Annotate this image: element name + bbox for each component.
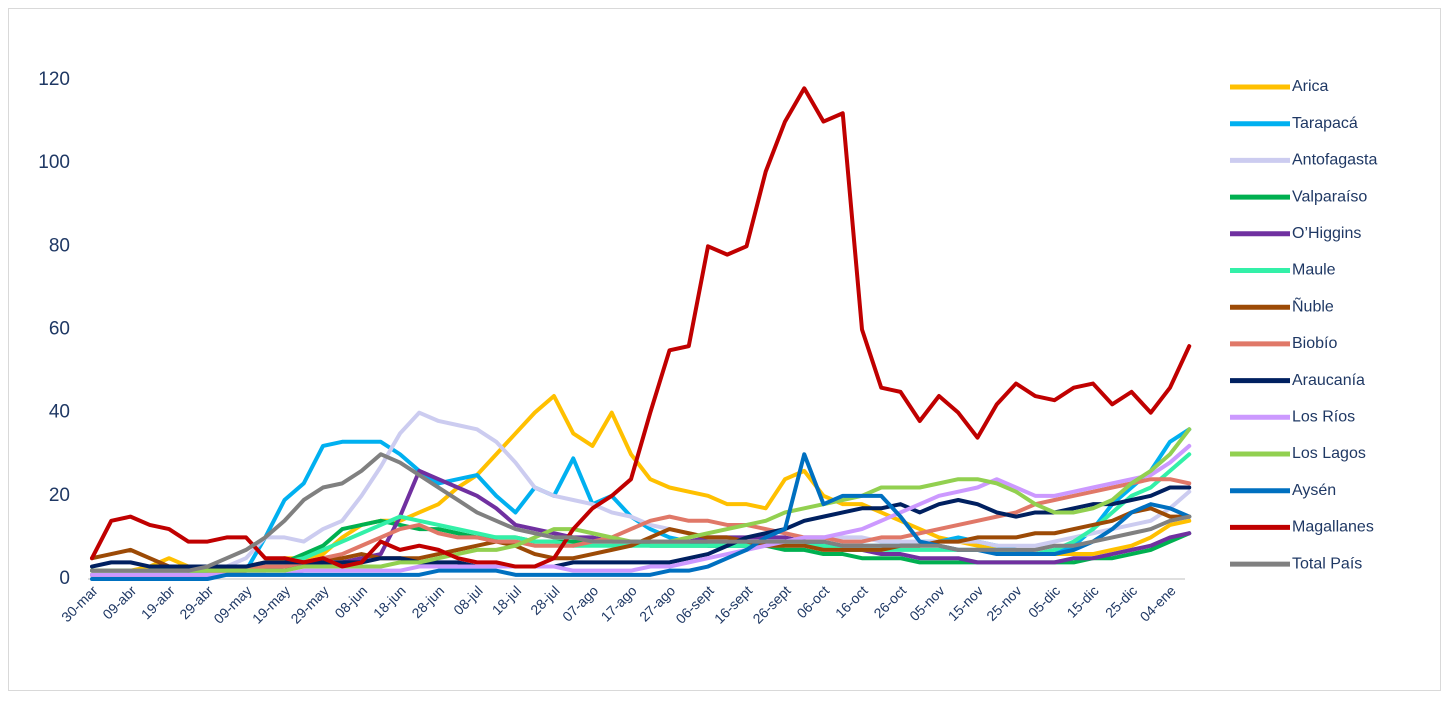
legend-label: O’Higgins — [1292, 225, 1361, 242]
series-line — [90, 410, 1192, 577]
series-line — [90, 485, 1192, 569]
x-tick-label: 18-jun — [370, 582, 409, 621]
legend-label: Los Ríos — [1292, 409, 1355, 426]
x-tick-label: 19-may — [249, 582, 293, 626]
y-tick-label: 60 — [49, 319, 70, 340]
x-tick-label: 26-sept — [749, 582, 793, 626]
legend-label: Arica — [1292, 78, 1329, 95]
x-tick-label: 25-nov — [983, 582, 1025, 624]
x-tick-label: 05-nov — [906, 582, 948, 624]
series-line — [90, 86, 1192, 569]
x-tick-label: 29-may — [287, 582, 331, 626]
x-tick-label: 27-ago — [636, 582, 678, 624]
y-tick-label: 120 — [38, 69, 70, 90]
x-tick-label: 18-jul — [489, 582, 525, 618]
y-tick-label: 80 — [49, 235, 70, 256]
x-tick-label: 16-sept — [711, 582, 755, 626]
x-tick-label: 05-dic — [1025, 582, 1063, 620]
x-tick-label: 19-abr — [138, 582, 178, 622]
legend-label: Araucanía — [1292, 372, 1365, 389]
legend-label: Biobío — [1292, 335, 1337, 352]
legend-label: Valparaíso — [1292, 188, 1367, 205]
x-tick-label: 04-ene — [1137, 582, 1179, 624]
x-tick-label: 09-abr — [99, 582, 139, 622]
legend-label: Antofagasta — [1292, 152, 1378, 169]
series-line — [90, 452, 1192, 581]
legend-label: Magallanes — [1292, 519, 1374, 536]
x-tick-label: 28-jun — [408, 582, 447, 621]
x-tick-label: 26-oct — [870, 582, 909, 621]
chart-border — [8, 8, 1441, 691]
x-tick-label: 06-sept — [672, 582, 716, 626]
x-tick-label: 28-jul — [527, 582, 563, 618]
legend-label: Los Lagos — [1292, 445, 1366, 462]
x-tick-label: 08-jul — [450, 582, 486, 618]
legend-label: Tarapacá — [1292, 115, 1358, 132]
x-tick-label: 25-dic — [1102, 582, 1140, 620]
legend-label: Aysén — [1292, 482, 1336, 499]
legend-label: Ñuble — [1292, 295, 1334, 315]
x-tick-label: 17-ago — [598, 582, 640, 624]
legend-label: Total País — [1292, 555, 1362, 572]
y-tick-label: 20 — [49, 485, 70, 506]
series-line — [90, 452, 1192, 573]
x-tick-label: 09-may — [210, 582, 254, 626]
x-tick-label: 06-oct — [793, 582, 832, 621]
y-tick-label: 100 — [38, 152, 70, 173]
x-tick-label: 15-dic — [1063, 582, 1101, 620]
x-tick-label: 08-jun — [331, 582, 370, 621]
legend-label: Maule — [1292, 262, 1336, 279]
x-tick-label: 15-nov — [945, 582, 987, 624]
y-tick-label: 0 — [59, 568, 70, 589]
x-tick-label: 07-ago — [559, 582, 601, 624]
series-line — [90, 452, 1192, 577]
x-tick-label: 16-oct — [832, 582, 871, 621]
y-tick-label: 40 — [49, 402, 70, 423]
